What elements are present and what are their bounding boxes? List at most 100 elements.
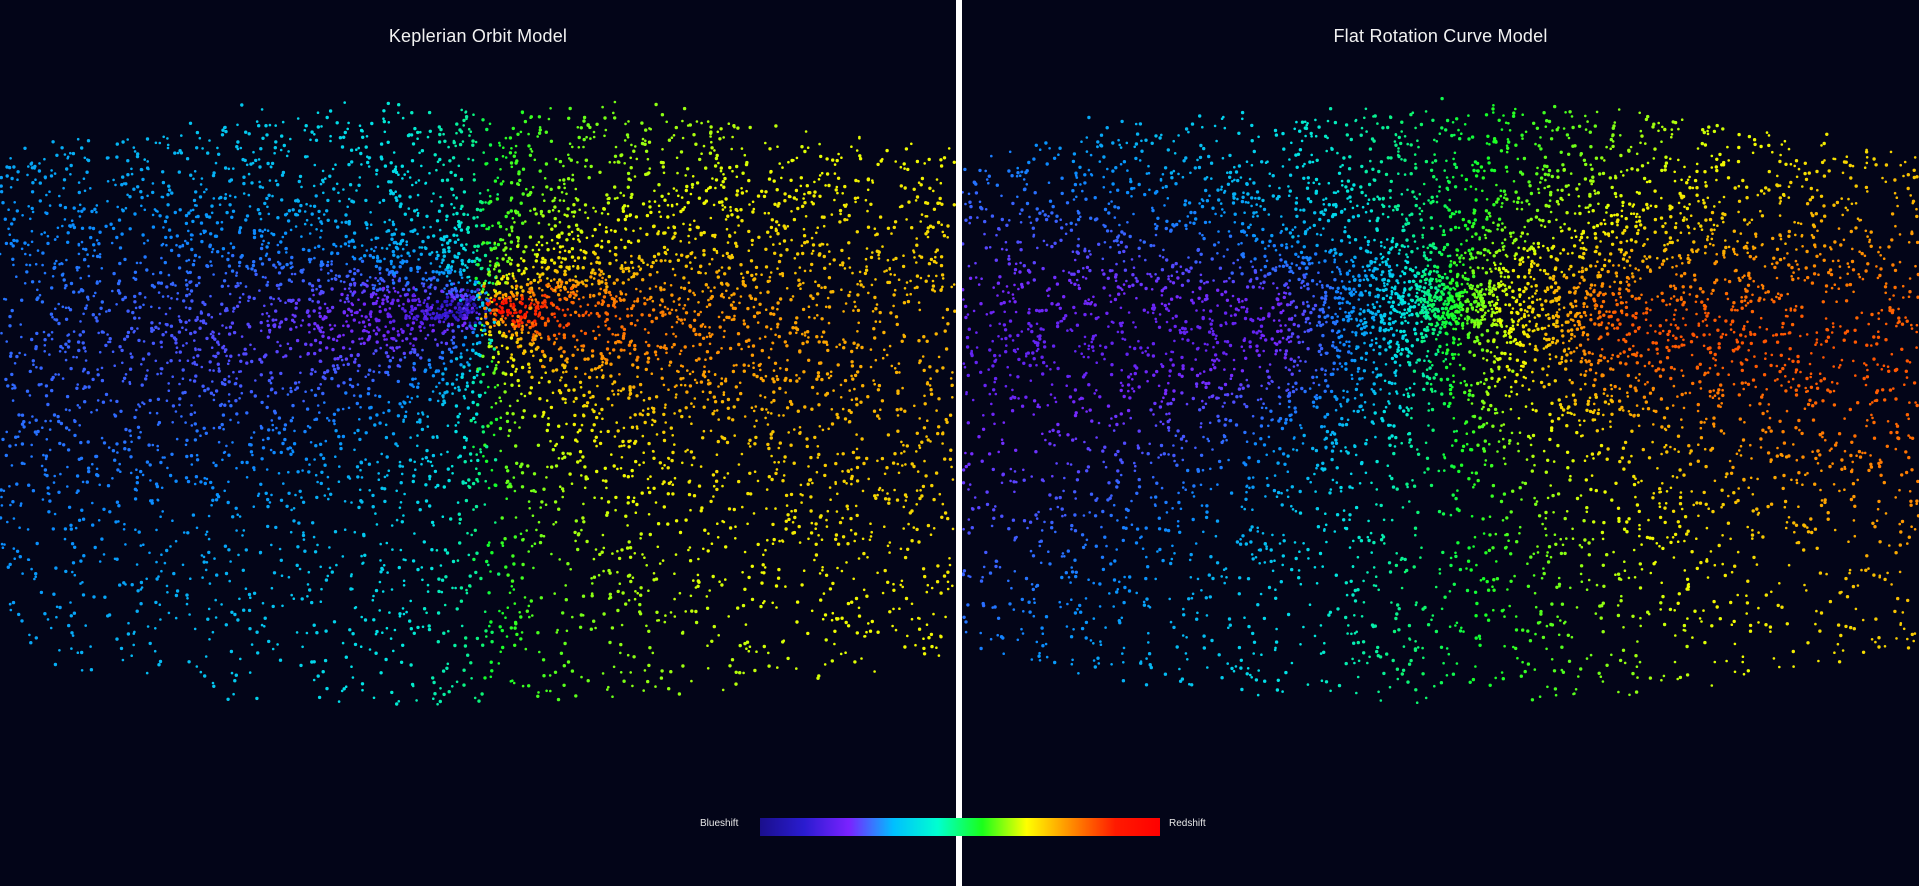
- star-point: [374, 292, 378, 296]
- star-point: [483, 253, 488, 258]
- star-point: [461, 343, 466, 347]
- star-point: [277, 431, 281, 435]
- star-point: [712, 495, 715, 498]
- star-point: [126, 173, 130, 177]
- star-point: [222, 427, 225, 431]
- star-point: [250, 267, 254, 271]
- star-point: [579, 229, 583, 233]
- star-point: [464, 498, 469, 503]
- star-point: [408, 315, 411, 318]
- star-point: [384, 351, 389, 355]
- star-point: [605, 317, 609, 322]
- star-point: [498, 609, 501, 613]
- star-point: [184, 278, 188, 282]
- star-point: [217, 425, 222, 430]
- star-point: [285, 154, 289, 158]
- star-point: [809, 495, 813, 499]
- star-point: [501, 611, 505, 615]
- star-point: [385, 247, 389, 250]
- star-point: [777, 461, 780, 464]
- star-point: [574, 694, 578, 698]
- star-point: [185, 593, 189, 597]
- star-point: [630, 143, 633, 147]
- star-point: [76, 651, 80, 654]
- star-point: [19, 502, 23, 505]
- star-point: [878, 215, 883, 219]
- star-point: [506, 310, 510, 314]
- star-point: [11, 399, 15, 402]
- star-point: [465, 348, 469, 352]
- star-point: [931, 284, 936, 288]
- star-point: [497, 352, 500, 356]
- star-point: [335, 563, 338, 567]
- star-point: [486, 303, 490, 307]
- star-point: [106, 199, 109, 203]
- star-point: [923, 402, 927, 406]
- star-point: [857, 321, 860, 325]
- star-point: [750, 238, 754, 243]
- star-point: [249, 596, 252, 599]
- star-point: [332, 187, 336, 191]
- star-point: [484, 309, 488, 314]
- star-point: [902, 443, 905, 447]
- star-point: [519, 201, 523, 205]
- star-point: [360, 554, 363, 558]
- star-point: [483, 324, 486, 328]
- star-point: [353, 530, 357, 534]
- star-point: [899, 165, 903, 169]
- star-point: [664, 403, 667, 407]
- star-point: [813, 558, 816, 562]
- star-point: [592, 409, 596, 414]
- star-point: [133, 630, 136, 634]
- star-point: [180, 134, 183, 137]
- star-point: [200, 365, 204, 369]
- star-point: [673, 412, 676, 415]
- star-point: [428, 477, 432, 481]
- star-point: [857, 179, 860, 183]
- star-point: [673, 597, 676, 601]
- star-point: [411, 321, 416, 325]
- star-point: [350, 384, 355, 389]
- star-point: [238, 226, 243, 230]
- star-point: [520, 327, 524, 332]
- star-point: [736, 397, 740, 402]
- star-point: [108, 337, 112, 341]
- star-point: [659, 286, 663, 290]
- star-point: [459, 355, 463, 359]
- star-point: [587, 176, 591, 180]
- star-point: [266, 335, 270, 339]
- star-point: [628, 352, 632, 355]
- star-point: [641, 202, 646, 206]
- star-point: [344, 213, 348, 217]
- star-point: [244, 285, 248, 288]
- star-point: [873, 336, 877, 340]
- star-point: [772, 398, 776, 403]
- star-point: [646, 263, 649, 267]
- star-point: [594, 244, 598, 248]
- star-point: [63, 537, 67, 541]
- star-point: [399, 294, 402, 298]
- star-point: [609, 362, 613, 366]
- star-point: [905, 218, 908, 221]
- star-point: [334, 274, 338, 277]
- star-point: [687, 281, 691, 285]
- star-point: [440, 590, 444, 594]
- star-point: [198, 255, 201, 259]
- star-point: [198, 326, 202, 330]
- star-point: [399, 481, 403, 485]
- star-point: [195, 665, 199, 668]
- star-point: [679, 377, 683, 381]
- star-point: [347, 300, 350, 303]
- star-point: [473, 244, 477, 249]
- star-point: [441, 331, 444, 335]
- star-point: [508, 151, 513, 155]
- star-point: [505, 419, 510, 424]
- star-point: [799, 287, 802, 291]
- star-point: [481, 118, 485, 122]
- star-point: [396, 298, 400, 303]
- star-point: [333, 422, 336, 426]
- star-point: [931, 279, 935, 283]
- star-point: [714, 479, 719, 483]
- star-point: [531, 338, 535, 342]
- star-point: [308, 330, 311, 334]
